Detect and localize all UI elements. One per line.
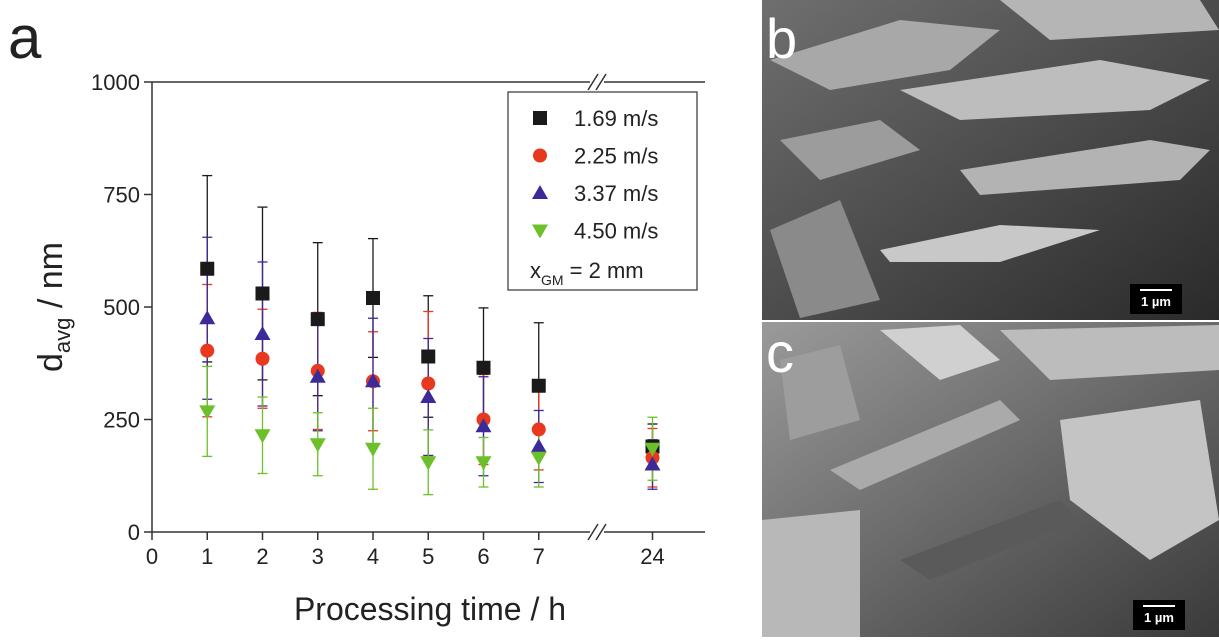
marker bbox=[532, 224, 548, 239]
legend-entries: 1.69 m/s 2.25 m/s 3.37 m/s 4.50 m/s bbox=[532, 106, 658, 244]
axis-break bbox=[587, 73, 599, 91]
annotation: xGM = 2 mm bbox=[530, 258, 644, 288]
x-tick-label: 3 bbox=[312, 544, 324, 569]
marker bbox=[365, 442, 381, 457]
sem-image-c bbox=[762, 322, 1219, 637]
y-tick-label: 0 bbox=[128, 520, 140, 545]
marker bbox=[200, 343, 215, 358]
panel-label: c bbox=[766, 321, 794, 384]
marker bbox=[644, 456, 661, 471]
legend-label: 1.69 m/s bbox=[574, 106, 658, 131]
x-tick-label: 24 bbox=[640, 544, 664, 569]
legend-label: 4.50 m/s bbox=[574, 219, 658, 244]
marker bbox=[475, 456, 492, 471]
sem-image-b bbox=[762, 0, 1219, 320]
y-tick-label: 500 bbox=[103, 295, 140, 320]
marker bbox=[533, 111, 547, 125]
marker bbox=[310, 312, 325, 327]
x-tick-label: 4 bbox=[367, 544, 379, 569]
marker bbox=[254, 429, 271, 444]
marker bbox=[530, 438, 547, 453]
marker bbox=[476, 360, 491, 375]
y-tick-label: 250 bbox=[103, 408, 140, 433]
scale-bar-label: 1 µm bbox=[1144, 610, 1174, 625]
marker bbox=[255, 286, 270, 301]
x-tick-label: 7 bbox=[533, 544, 545, 569]
y-tick-label: 1000 bbox=[91, 70, 140, 95]
marker bbox=[199, 405, 216, 420]
annotation-sub: GM bbox=[541, 272, 564, 288]
y-tick-label: 750 bbox=[103, 183, 140, 208]
legend-label: 3.37 m/s bbox=[574, 181, 658, 206]
marker bbox=[531, 422, 546, 437]
marker bbox=[421, 376, 436, 391]
x-tick-label: 2 bbox=[256, 544, 268, 569]
x-axis-title: Processing time / h bbox=[294, 591, 566, 627]
marker bbox=[420, 389, 437, 403]
plot-marks bbox=[199, 174, 661, 496]
annotation-rest: = 2 mm bbox=[564, 258, 644, 283]
x-tick-label: 6 bbox=[477, 544, 489, 569]
marker bbox=[532, 185, 548, 199]
marker bbox=[644, 442, 661, 457]
annotation-main: x bbox=[530, 258, 541, 283]
x-tick-label: 1 bbox=[201, 544, 213, 569]
marker bbox=[200, 261, 215, 276]
panel-label: a bbox=[8, 4, 42, 71]
x-tick-label: 5 bbox=[422, 544, 434, 569]
marker bbox=[530, 451, 547, 466]
y-axis-title-sub: avg bbox=[50, 318, 75, 353]
y-axis-title-rest: / nm bbox=[32, 242, 70, 318]
marker bbox=[365, 373, 381, 388]
axes: 0 250 500 750 1000 0 1 2 3 4 5 6 7 24 bbox=[91, 70, 705, 569]
x-tick-label: 0 bbox=[146, 544, 158, 569]
marker bbox=[366, 291, 380, 305]
marker bbox=[420, 456, 437, 471]
axis-break bbox=[587, 523, 599, 541]
marker bbox=[254, 326, 271, 340]
y-axis-title-main: d bbox=[32, 353, 70, 372]
scale-bar-b bbox=[1130, 284, 1182, 314]
legend-label: 2.25 m/s bbox=[574, 144, 658, 169]
axis-break bbox=[595, 73, 607, 91]
marker bbox=[421, 349, 436, 364]
axis-break bbox=[595, 523, 607, 541]
scale-bar-c bbox=[1133, 600, 1185, 630]
marker bbox=[531, 378, 546, 393]
panel-label: b bbox=[766, 7, 797, 70]
marker bbox=[255, 351, 270, 366]
marker bbox=[199, 310, 216, 325]
marker bbox=[309, 368, 326, 383]
marker bbox=[533, 148, 547, 163]
marker bbox=[309, 438, 326, 453]
scale-bar-label: 1 µm bbox=[1141, 294, 1171, 309]
marker bbox=[475, 418, 492, 433]
y-axis-title: davg / nm bbox=[32, 242, 75, 372]
